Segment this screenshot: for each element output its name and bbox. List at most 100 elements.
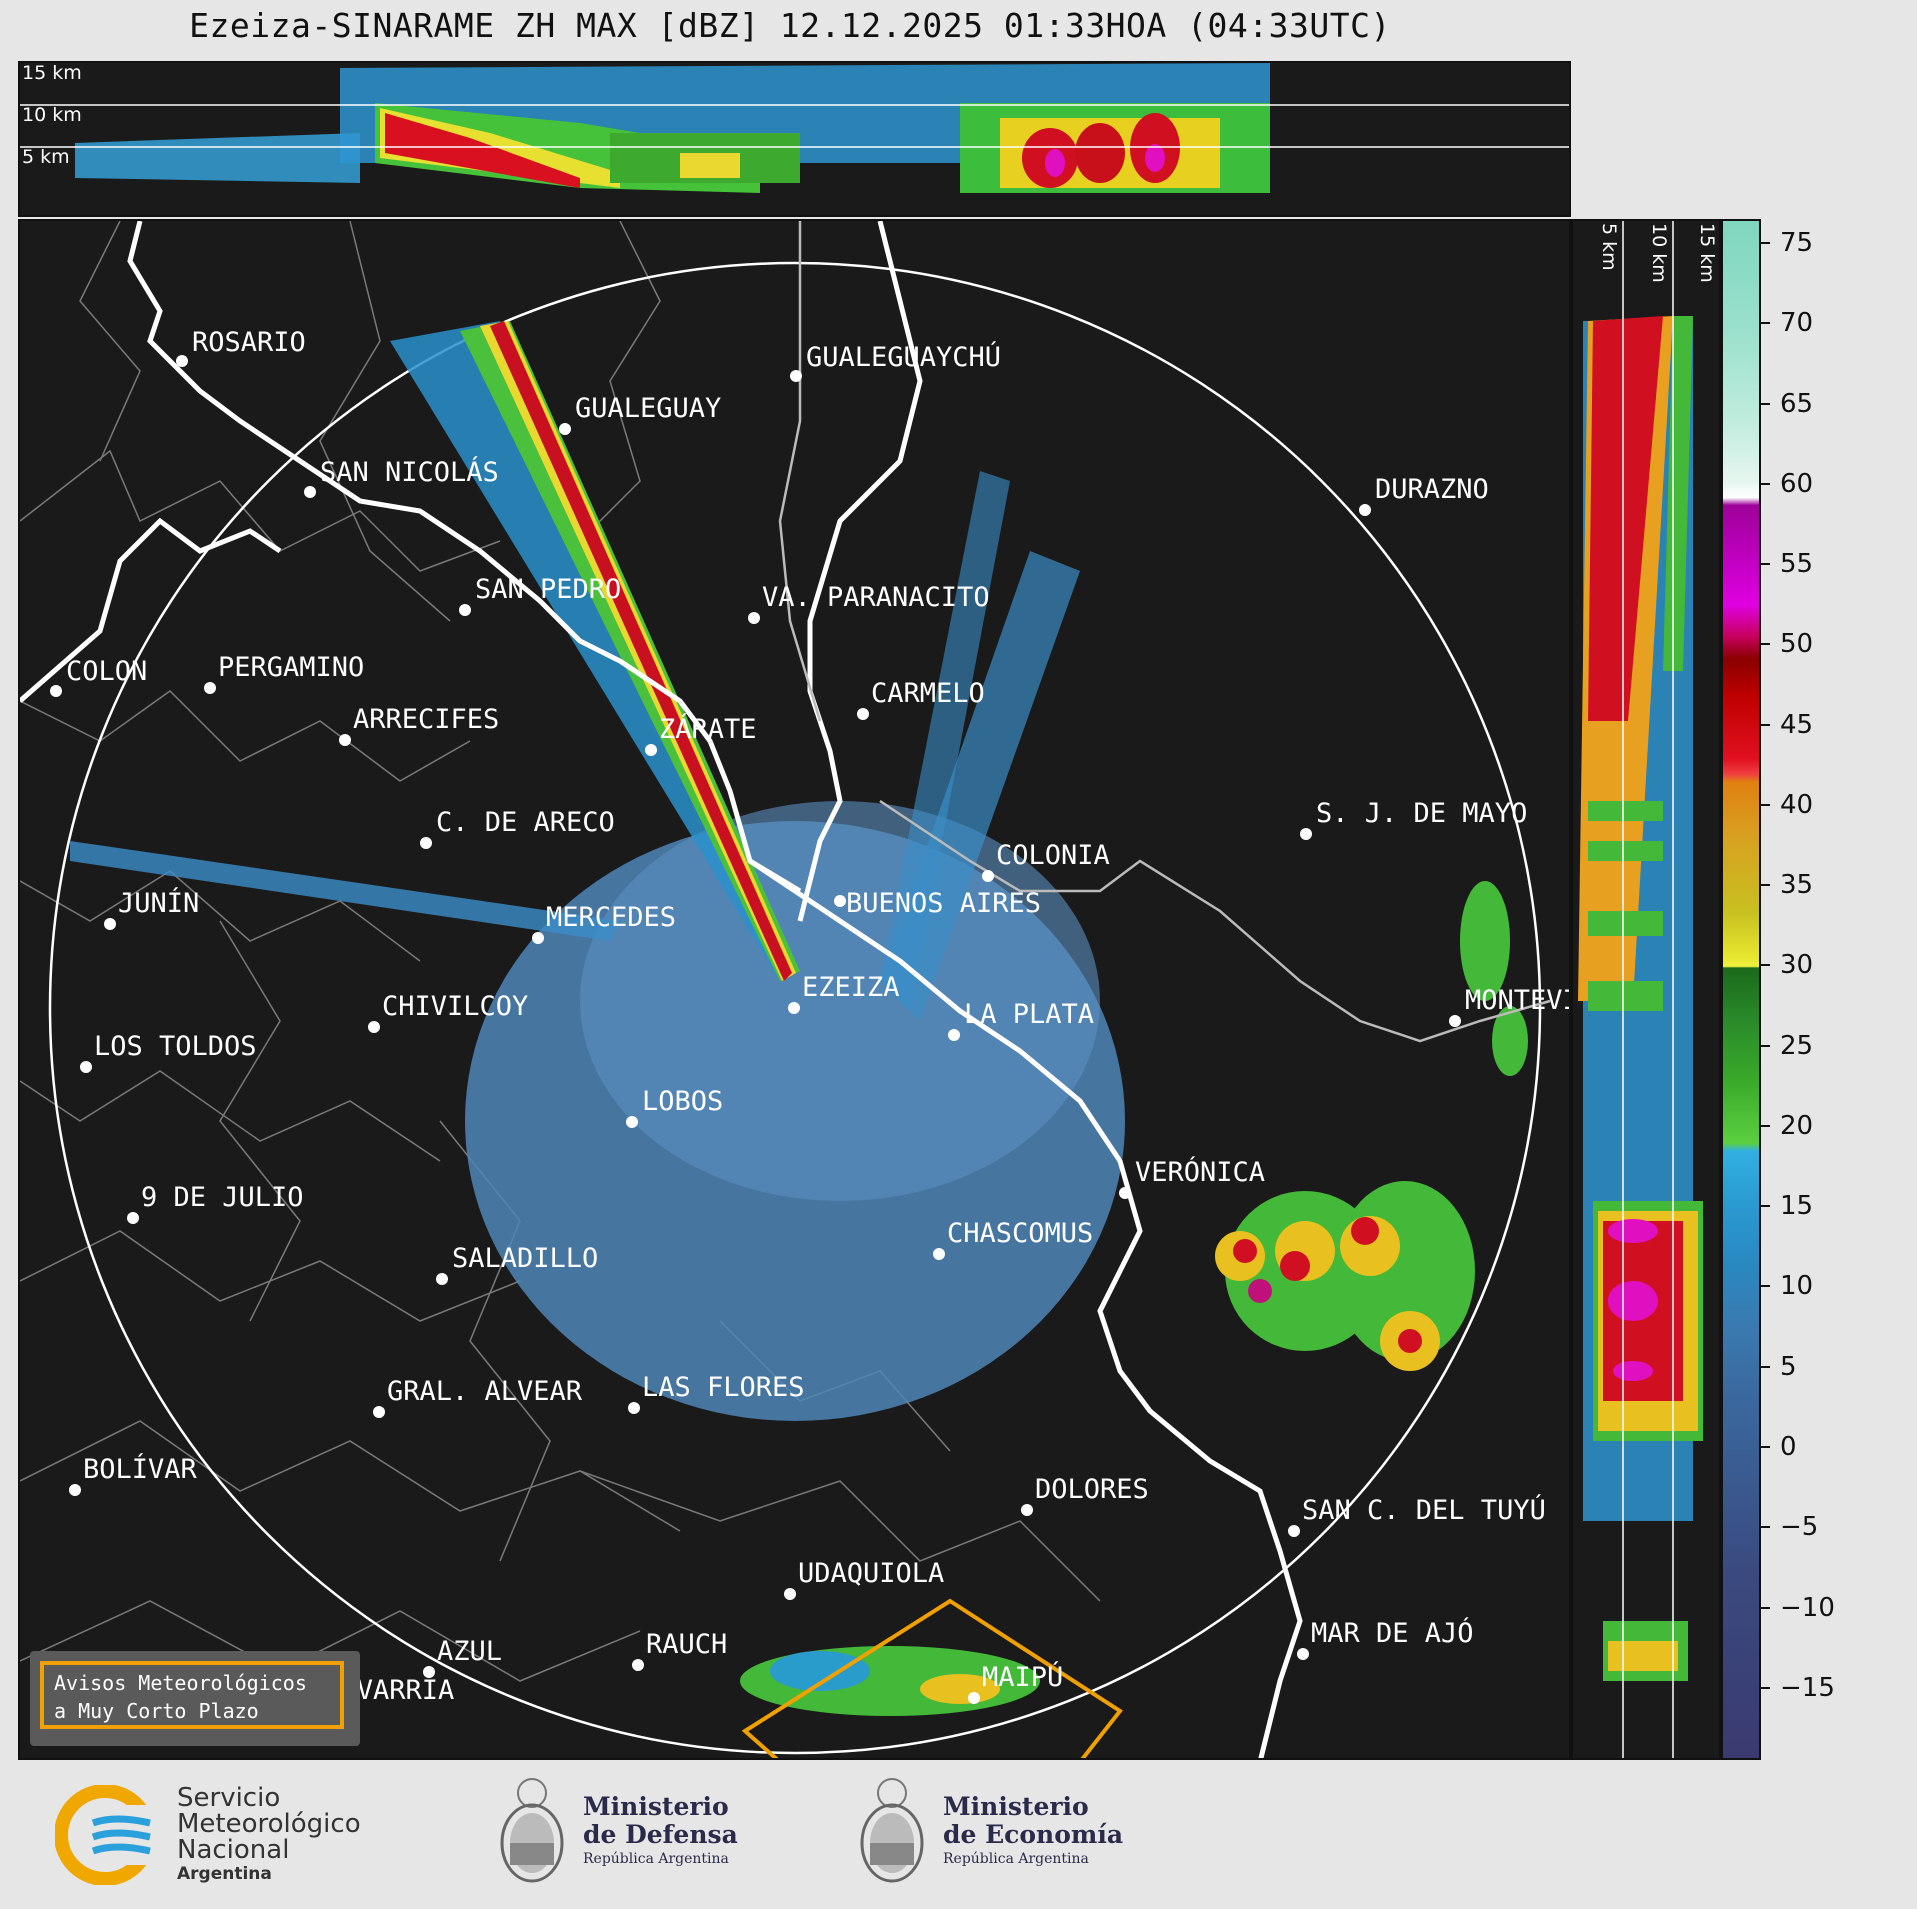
defensa-logo: Ministerio de Defensa República Argentin…	[495, 1775, 765, 1895]
city-colon: COLON	[66, 656, 147, 687]
warning-polygon	[741, 1598, 1123, 1758]
colorbar-tick-mark	[1761, 482, 1770, 485]
colorbar-tick-mark	[1761, 1365, 1770, 1368]
economia-logo: Ministerio de Economía República Argenti…	[855, 1775, 1145, 1895]
colorbar-tick-label: 50	[1780, 629, 1814, 660]
colorbar-tick-mark	[1761, 964, 1770, 967]
colorbar-tick-label: 25	[1780, 1030, 1814, 1061]
range-ring	[48, 261, 1542, 1755]
city-maipu: MAIPÚ	[982, 1661, 1063, 1693]
colorbar-tick-mark	[1761, 884, 1770, 887]
alert-inner[interactable]: Avisos Meteorológicos a Muy Corto Plazo	[40, 1661, 344, 1729]
colorbar-tick-label: −15	[1780, 1672, 1835, 1703]
colorbar-tick-label: 60	[1780, 468, 1814, 499]
colorbar-tick-mark	[1761, 563, 1770, 566]
side-cross-section: 5 km 10 km 15 km	[1571, 219, 1721, 1760]
colorbar-tick-mark	[1761, 1686, 1770, 1689]
city-pergamino: PERGAMINO	[218, 652, 364, 683]
smn-line-1: Servicio	[177, 1783, 281, 1813]
radar-map: ROSARIO GUALEGUAYCHÚ GUALEGUAY SAN NICOL…	[18, 219, 1571, 1760]
city-lobos: LOBOS	[642, 1086, 723, 1117]
colorbar-tick-label: 40	[1780, 789, 1814, 820]
city-san-nicolas: SAN NICOLÁS	[320, 456, 499, 488]
city-azul: AZUL	[437, 1636, 502, 1667]
city-va-paranacito: VA. PARANACITO	[762, 582, 990, 613]
colorbar-tick-label: 5	[1780, 1351, 1797, 1382]
city-montevideo: MONTEVIDEO	[1465, 985, 1571, 1016]
side-alt-5: 5 km	[1598, 223, 1620, 271]
top-alt-10: 10 km	[22, 104, 82, 126]
colorbar-tick-mark	[1761, 1124, 1770, 1127]
alert-line-1: Avisos Meteorológicos	[54, 1671, 307, 1695]
alert-box[interactable]: Avisos Meteorológicos a Muy Corto Plazo	[30, 1651, 360, 1746]
city-ezeiza: EZEIZA	[802, 972, 900, 1003]
smn-line-3: Nacional	[177, 1835, 290, 1865]
city-dolores: DOLORES	[1035, 1474, 1149, 1505]
radar-echoes	[70, 321, 1528, 1716]
city-buenos-aires: BUENOS AIRES	[846, 888, 1041, 919]
colorbar-tick-label: 70	[1780, 308, 1814, 339]
colorbar-tick-mark	[1761, 242, 1770, 245]
city-9-de-julio: 9 DE JULIO	[141, 1182, 304, 1213]
top-alt-5: 5 km	[22, 146, 70, 168]
city-zarate: ZÁRATE	[659, 713, 757, 745]
city-chivilcoy: CHIVILCOY	[382, 991, 528, 1022]
colorbar-tick-mark	[1761, 723, 1770, 726]
colorbar-tick-label: 35	[1780, 870, 1814, 901]
defensa-line-2: de Defensa	[583, 1820, 738, 1849]
city-c-de-areco: C. DE ARECO	[436, 807, 615, 838]
plot-title: Ezeiza-SINARAME ZH MAX [dBZ] 12.12.2025 …	[189, 6, 1391, 45]
top-cross-section: 15 km 10 km 5 km	[18, 61, 1571, 217]
colorbar-tick-label: 30	[1780, 950, 1814, 981]
city-mercedes: MERCEDES	[546, 902, 676, 933]
top-cross-section-svg: 15 km 10 km 5 km	[20, 63, 1569, 193]
city-veronica: VERÓNICA	[1135, 1156, 1265, 1188]
colorbar	[1721, 219, 1761, 1760]
city-udaquiola: UDAQUIOLA	[798, 1558, 944, 1589]
city-gral-alvear: GRAL. ALVEAR	[387, 1376, 583, 1407]
colorbar-tick-label: 0	[1780, 1431, 1797, 1462]
side-cross-section-svg: 5 km 10 km 15 km	[1578, 221, 1718, 1758]
economia-line-1: Ministerio	[943, 1792, 1089, 1821]
colorbar-tick-label: 15	[1780, 1191, 1814, 1222]
colorbar-tick-label: 10	[1780, 1271, 1814, 1302]
colorbar-tick-mark	[1761, 1044, 1770, 1047]
defensa-line-3: República Argentina	[583, 1851, 729, 1867]
top-alt-15: 15 km	[22, 63, 82, 84]
city-rosario: ROSARIO	[192, 327, 306, 358]
colorbar-tick-label: −10	[1780, 1592, 1835, 1623]
colorbar-tick-mark	[1761, 803, 1770, 806]
colorbar-tick-mark	[1761, 1285, 1770, 1288]
economia-line-2: de Economía	[943, 1820, 1124, 1849]
city-san-c-del-tuyu: SAN C. DEL TUYÚ	[1302, 1494, 1546, 1526]
city-san-pedro: SAN PEDRO	[475, 574, 621, 605]
city-la-plata: LA PLATA	[964, 999, 1094, 1030]
economia-line-3: República Argentina	[943, 1851, 1089, 1867]
city-los-toldos: LOS TOLDOS	[94, 1031, 257, 1062]
city-las-flores: LAS FLORES	[642, 1372, 805, 1403]
city-bolivar: BOLÍVAR	[83, 1453, 198, 1485]
smn-line-4: Argentina	[177, 1864, 272, 1884]
city-rauch: RAUCH	[646, 1629, 727, 1660]
colorbar-tick-mark	[1761, 1205, 1770, 1208]
colorbar-tick-mark	[1761, 1526, 1770, 1529]
city-arrecifes: ARRECIFES	[353, 704, 499, 735]
city-labels: ROSARIO GUALEGUAYCHÚ GUALEGUAY SAN NICOL…	[66, 327, 1571, 1706]
city-s-j-de-mayo: S. J. DE MAYO	[1316, 798, 1527, 829]
colorbar-tick-label: 65	[1780, 388, 1814, 419]
coat-of-arms-icon	[500, 1778, 564, 1883]
city-markers	[50, 355, 1461, 1717]
city-mar-de-ajo: MAR DE AJÓ	[1311, 1617, 1474, 1649]
defensa-line-1: Ministerio	[583, 1792, 729, 1821]
country-borders	[778, 221, 1551, 1043]
city-chascomus: CHASCOMUS	[947, 1218, 1093, 1249]
side-alt-10: 10 km	[1648, 223, 1670, 283]
colorbar-tick-label: 55	[1780, 549, 1814, 580]
smn-logo: Servicio Meteorológico Nacional Argentin…	[55, 1785, 395, 1895]
colorbar-tick-mark	[1761, 1606, 1770, 1609]
city-gualeguay: GUALEGUAY	[575, 393, 721, 424]
colorbar-tick-mark	[1761, 643, 1770, 646]
side-alt-15: 15 km	[1696, 223, 1718, 283]
city-gualeguaychu: GUALEGUAYCHÚ	[806, 341, 1001, 373]
colorbar-tick-mark	[1761, 322, 1770, 325]
